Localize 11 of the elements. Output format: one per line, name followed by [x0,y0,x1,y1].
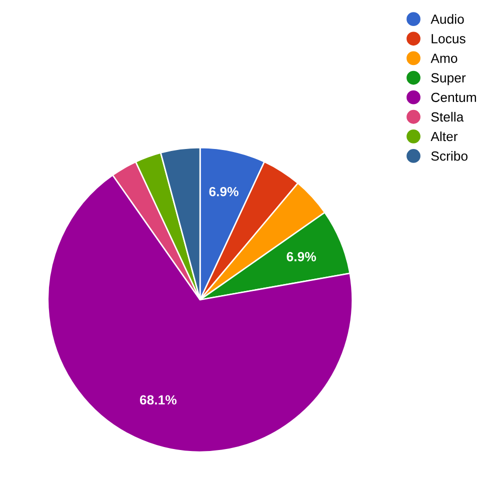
legend-label: Audio [430,14,464,24]
legend-label: Alter [430,131,458,142]
legend-label: Locus [432,34,466,44]
legend-label: Centum [431,92,476,102]
legend-label: Amo [430,54,458,63]
legend-label: Super [431,73,466,86]
data-label: 6.9% [209,186,238,196]
data-label: 68.1% [140,395,177,405]
data-label: 6.9% [286,252,316,262]
legend-label: Stella [431,112,464,122]
legend-label: Scribo [431,151,468,161]
